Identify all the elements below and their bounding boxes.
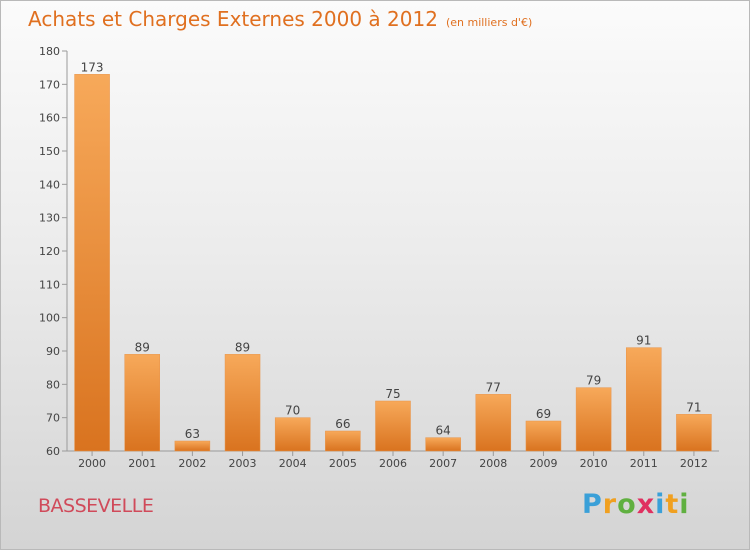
logo-letter: o — [617, 489, 637, 520]
x-tick-label: 2002 — [178, 457, 206, 470]
logo-letter: x — [636, 489, 656, 520]
x-tick-label: 2009 — [529, 457, 557, 470]
x-axis: 2000 2001 2002 2003 2004 2005 2006 2007 2008 2009… — [67, 450, 719, 470]
bar-value-label: 91 — [636, 334, 651, 348]
y-tick-label: 100 — [39, 312, 60, 325]
x-tick-label: 2004 — [279, 457, 307, 470]
logo-letter: i — [679, 489, 690, 520]
y-tick-label: 180 — [39, 45, 60, 58]
bar-2012 — [676, 414, 712, 452]
y-tick-label: 80 — [46, 378, 60, 391]
bars — [74, 74, 712, 452]
x-tick-label: 2011 — [630, 457, 658, 470]
chart-unit-label: (en milliers d'€) — [445, 16, 533, 29]
proxiti-logo: Proxiti — [582, 489, 690, 520]
bar-2011 — [626, 347, 662, 452]
bar-2006 — [375, 400, 411, 452]
y-tick-label: 170 — [39, 78, 60, 91]
bar-2009 — [525, 420, 562, 452]
bar-value-label: 64 — [436, 424, 451, 438]
bar-value-label: 77 — [486, 380, 501, 394]
bar-value-label: 173 — [81, 60, 104, 74]
x-tick-label: 2003 — [229, 457, 257, 470]
bar-value-label: 89 — [235, 340, 250, 354]
bar-value-label: 75 — [385, 387, 400, 401]
bar-2005 — [325, 430, 361, 452]
y-tick-label: 150 — [39, 145, 60, 158]
x-tick-label: 2010 — [580, 457, 608, 470]
y-tick-label: 140 — [39, 178, 60, 191]
commune-name: BASSEVELLE — [38, 495, 154, 517]
bar-2001 — [124, 354, 160, 452]
bar-2000 — [74, 74, 110, 452]
x-tick-label: 2005 — [329, 457, 357, 470]
x-tick-label: 2000 — [78, 457, 106, 470]
x-tick-label: 2012 — [680, 457, 708, 470]
x-tick-label: 2006 — [379, 457, 407, 470]
bar-2010 — [575, 387, 612, 452]
y-tick-label: 110 — [39, 278, 60, 291]
bar-value-label: 63 — [185, 427, 200, 441]
y-tick-label: 130 — [39, 212, 60, 225]
logo-letter: i — [655, 489, 666, 520]
bar-value-label: 71 — [686, 400, 701, 414]
bar-value-label: 79 — [586, 374, 601, 388]
x-tick-label: 2007 — [429, 457, 457, 470]
x-tick-label: 2001 — [128, 457, 156, 470]
y-tick-label: 120 — [39, 245, 60, 258]
bar-2007 — [425, 437, 461, 452]
bar-2003 — [224, 354, 261, 452]
chart-title: Achats et Charges Externes 2000 à 2012 (e… — [28, 7, 532, 31]
x-tick-label: 2008 — [479, 457, 507, 470]
bar-value-label: 70 — [285, 404, 300, 418]
bar-2008 — [475, 394, 512, 452]
bar-value-label: 69 — [536, 407, 551, 421]
bar-2004 — [274, 417, 311, 452]
bar-value-label: 66 — [335, 417, 350, 431]
logo-letter: r — [602, 489, 618, 520]
logo-letter: P — [582, 489, 603, 520]
y-tick-label: 70 — [46, 412, 60, 425]
chart-title-text: Achats et Charges Externes 2000 à 2012 — [28, 7, 438, 31]
data-labels: 173 89 63 89 70 66 75 64 77 69 79 91 71 — [81, 60, 702, 441]
y-axis: 60 70 80 90 100 110 120 130 140 150 160 170 180 — [39, 45, 68, 458]
bar-2002 — [174, 440, 211, 452]
y-tick-label: 90 — [46, 345, 60, 358]
logo-letter: t — [665, 489, 680, 520]
y-tick-label: 160 — [39, 112, 60, 125]
bar-value-label: 89 — [135, 340, 150, 354]
y-tick-label: 60 — [46, 445, 60, 458]
